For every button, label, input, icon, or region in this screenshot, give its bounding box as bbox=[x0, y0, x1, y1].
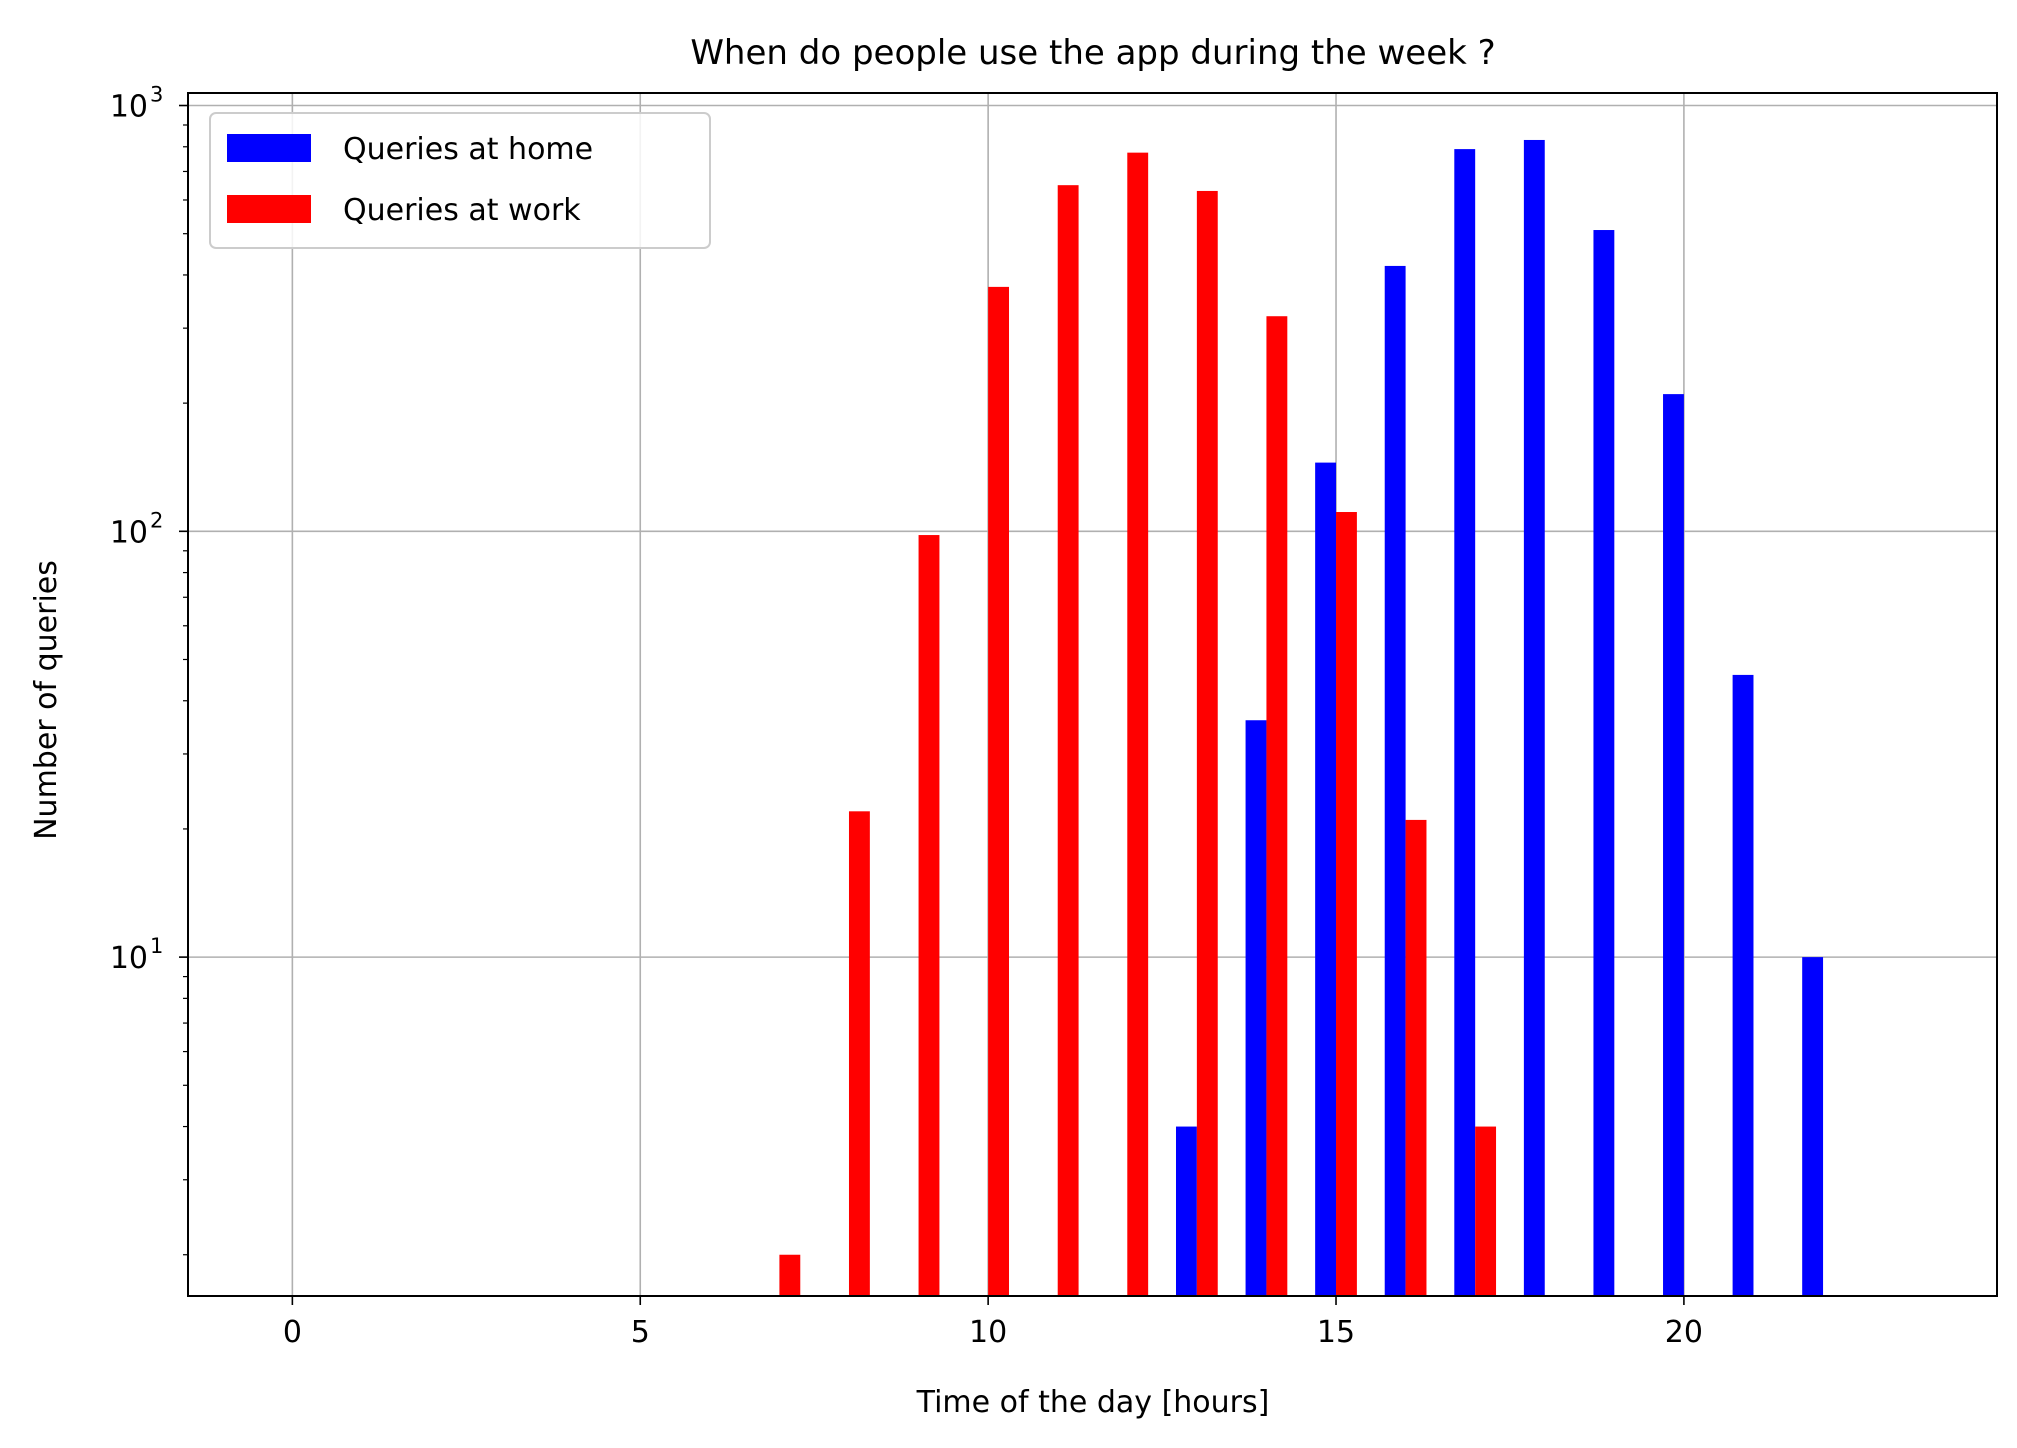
bar-home bbox=[1802, 957, 1824, 1296]
legend-swatch-home bbox=[227, 134, 311, 162]
bar-home bbox=[1523, 139, 1545, 1296]
bar-work bbox=[1336, 512, 1357, 1296]
bar-work bbox=[918, 535, 940, 1296]
bar-work bbox=[1057, 185, 1079, 1296]
bar-work bbox=[1196, 190, 1218, 1296]
y-tick-label: 10 bbox=[110, 515, 148, 550]
plot-frame bbox=[187, 92, 1998, 1297]
x-tick-label: 10 bbox=[969, 1315, 1007, 1350]
bar-work bbox=[1475, 1126, 1497, 1296]
x-tick-label: 5 bbox=[631, 1315, 650, 1350]
bar-work bbox=[1127, 152, 1149, 1296]
bar-home bbox=[1384, 265, 1406, 1297]
bars bbox=[779, 139, 1824, 1297]
x-tick-label: 15 bbox=[1317, 1315, 1355, 1350]
legend: Queries at home Queries at work bbox=[209, 112, 711, 249]
x-axis-label: Time of the day [hours] bbox=[916, 1385, 1270, 1420]
bar-home bbox=[1245, 720, 1267, 1296]
legend-frame bbox=[209, 112, 711, 249]
y-tick-label: 10 bbox=[110, 90, 148, 125]
bar-work bbox=[1405, 819, 1427, 1296]
y-tick-exponent: 3 bbox=[150, 83, 163, 107]
chart-title: When do people use the app during the we… bbox=[690, 33, 1495, 73]
bar-home bbox=[1315, 462, 1337, 1296]
bar-home bbox=[1593, 230, 1615, 1296]
bar-work bbox=[779, 1254, 801, 1296]
bar-home bbox=[1175, 1126, 1197, 1296]
y-tick-exponent: 2 bbox=[150, 508, 163, 532]
x-tick-label: 20 bbox=[1665, 1315, 1703, 1350]
bar-work bbox=[988, 286, 1010, 1296]
bar-work bbox=[1266, 316, 1288, 1296]
bar-home bbox=[1732, 674, 1754, 1296]
bar-work bbox=[848, 811, 870, 1296]
legend-swatch-work bbox=[227, 195, 311, 223]
legend-label-home: Queries at home bbox=[343, 132, 593, 167]
bar-home bbox=[1663, 394, 1684, 1296]
bar-home bbox=[1454, 149, 1476, 1296]
legend-label-work: Queries at work bbox=[343, 193, 581, 228]
y-axis-label: Number of queries bbox=[29, 560, 64, 840]
y-tick-label: 10 bbox=[110, 941, 148, 976]
y-tick-exponent: 1 bbox=[150, 934, 163, 958]
x-tick-label: 0 bbox=[283, 1315, 302, 1350]
